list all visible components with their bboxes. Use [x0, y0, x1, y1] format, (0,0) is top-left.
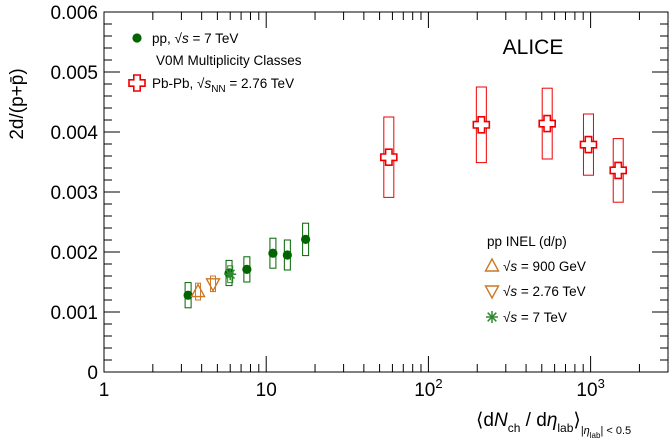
data-point [183, 290, 193, 300]
legend-marker [484, 257, 500, 272]
circle-marker [183, 290, 193, 300]
circle-marker [282, 250, 292, 260]
data-point [282, 250, 292, 260]
circle-marker [301, 234, 311, 244]
cross-marker [579, 135, 598, 154]
data-point [224, 268, 237, 281]
legend-entry-text: √s = 2.76 TeV [503, 284, 586, 299]
triangle-up-marker [484, 257, 500, 272]
data-point [538, 114, 557, 133]
series-pp_900 [190, 282, 206, 301]
cross-marker [538, 114, 557, 133]
legend-bottom: pp INEL (d/p) √s = 900 GeV √s = 2.76 TeV √s… [484, 234, 586, 325]
y-tick-label: 0.001 [50, 303, 98, 324]
y-tick-label: 0.004 [50, 123, 98, 144]
triangle-down-marker [484, 285, 500, 300]
legend-marker [484, 285, 500, 300]
star-stroke [487, 312, 497, 322]
triangle-up-marker [190, 283, 206, 298]
x-tick-label: 10 [256, 380, 277, 401]
data-point [268, 248, 278, 258]
legend-entry-text: V0M Multiplicity Classes [156, 53, 302, 68]
circle-marker [132, 33, 142, 43]
y-tick-label: 0.005 [50, 63, 98, 84]
cross-marker [472, 116, 491, 134]
data-point [190, 283, 206, 298]
legend-entry-text: √s = 7 TeV [503, 310, 567, 325]
x-tick-label: 1 [99, 380, 110, 401]
x-tick-label: 102 [414, 376, 442, 401]
cross-marker [128, 74, 146, 92]
data-point [609, 161, 628, 180]
triangle-down-marker [205, 278, 221, 293]
x-axis-label: ⟨dNch / dηlab⟩|ηlab| < 0.5 [476, 410, 631, 440]
circle-marker [268, 248, 278, 258]
x-tick-label: 103 [576, 376, 604, 401]
y-tick-label: 0.002 [50, 243, 98, 264]
legend-top: pp, √s = 7 TeV V0M Multiplicity Classes Pb… [128, 31, 302, 95]
data-point [472, 116, 491, 134]
y-tick-label: 0.003 [50, 183, 98, 204]
series-pp_7 [224, 265, 237, 284]
cross-marker [380, 148, 398, 166]
series-pbpb [380, 86, 628, 203]
y-axis-label: 2d/(p+p̄) [7, 68, 28, 139]
legend-entry-text: √s = 900 GeV [503, 259, 586, 274]
data-point [205, 278, 221, 293]
data-point [242, 264, 252, 274]
axis-labels: 2d/(p+p̄) ⟨dNch / dηlab⟩|ηlab| < 0.5 [7, 68, 631, 440]
star-stroke [225, 269, 236, 280]
y-tick-label: 0 [87, 363, 98, 384]
legend-entry-text: Pb-Pb, √sNN = 2.76 TeV [152, 76, 294, 95]
data-marks [183, 86, 628, 309]
axes: 0 0.001 0.002 0.003 0.004 0.005 0.006 1 10 102 103 [50, 3, 669, 401]
legend-marker [486, 311, 498, 323]
circle-marker [242, 264, 252, 274]
experiment-label: ALICE [503, 36, 564, 59]
legend-header: pp INEL (d/p) [487, 234, 567, 249]
series-pp_v0m [183, 222, 311, 309]
data-point [301, 234, 311, 244]
legend-marker [128, 74, 146, 92]
y-tick-label: 0.006 [50, 3, 98, 24]
series-pp_276 [205, 275, 221, 293]
data-point [579, 135, 598, 154]
data-point [380, 148, 398, 166]
legends: ALICE pp, √s = 7 TeV V0M Multiplicity Clas… [128, 31, 586, 325]
legend-marker [132, 33, 142, 43]
cross-marker [609, 161, 628, 180]
legend-entry-text: pp, √s = 7 TeV [152, 31, 238, 46]
